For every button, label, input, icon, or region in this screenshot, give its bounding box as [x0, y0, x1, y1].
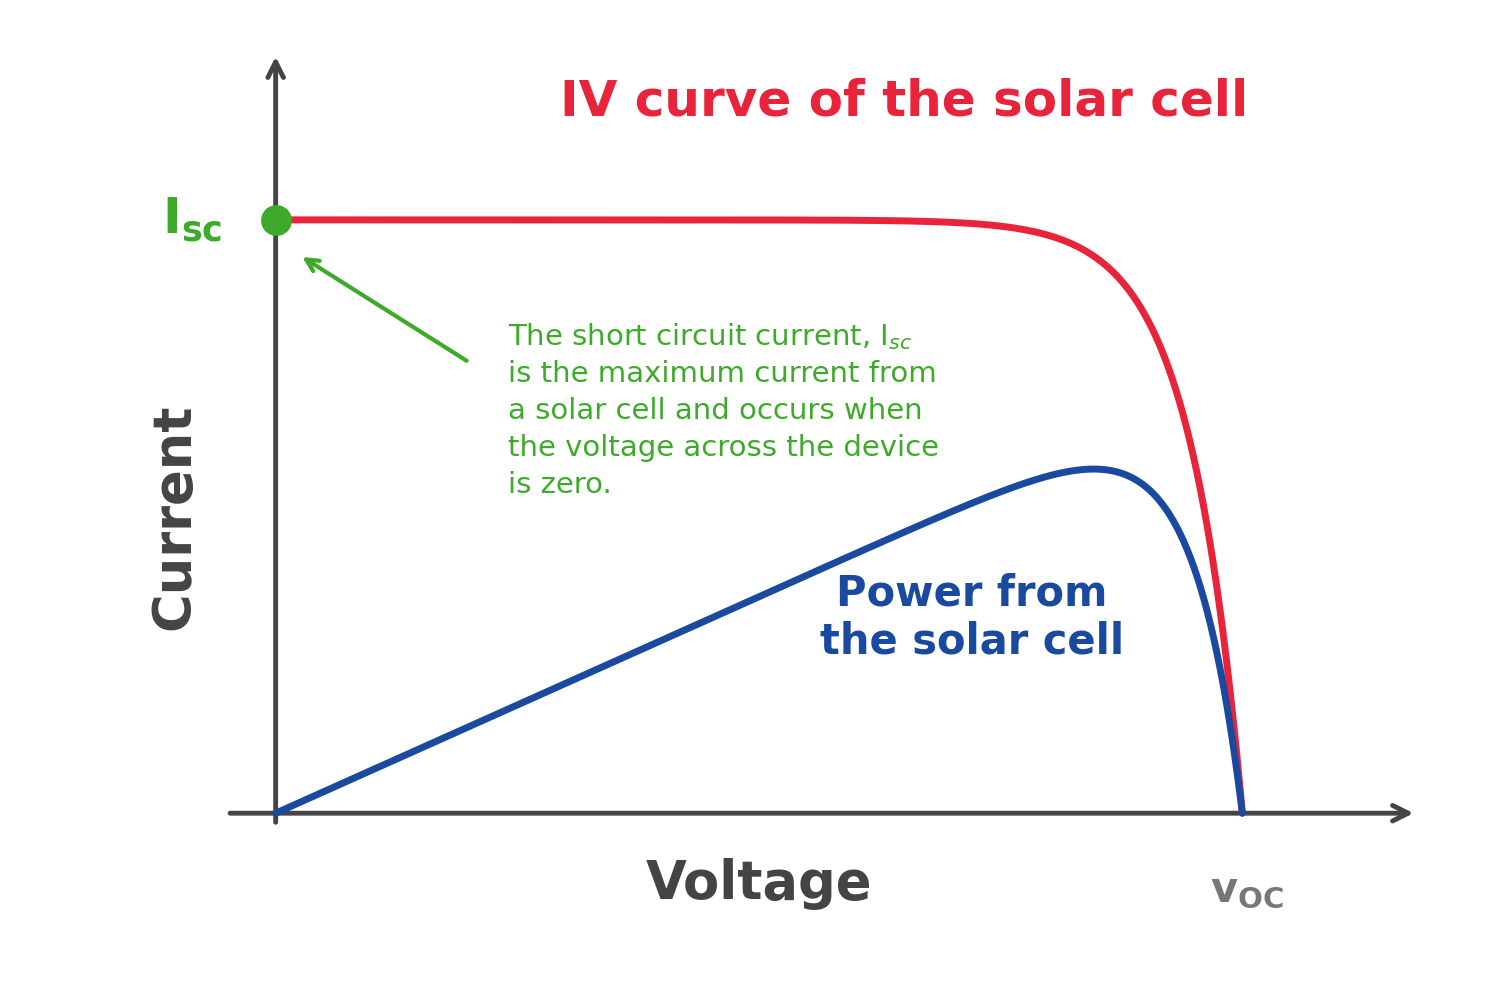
Text: $\mathbf{v_{OC}}$: $\mathbf{v_{OC}}$	[1210, 870, 1284, 912]
Text: $\mathbf{I_{sc}}$: $\mathbf{I_{sc}}$	[162, 196, 222, 244]
Text: Voltage: Voltage	[645, 858, 873, 910]
Text: IV curve of the solar cell: IV curve of the solar cell	[560, 77, 1248, 125]
Text: The short circuit current, I$_{sc}$
is the maximum current from
a solar cell and: The short circuit current, I$_{sc}$ is t…	[507, 321, 939, 499]
Text: Power from
the solar cell: Power from the solar cell	[819, 572, 1124, 663]
Point	[264, 212, 288, 228]
Text: Current: Current	[148, 403, 200, 630]
